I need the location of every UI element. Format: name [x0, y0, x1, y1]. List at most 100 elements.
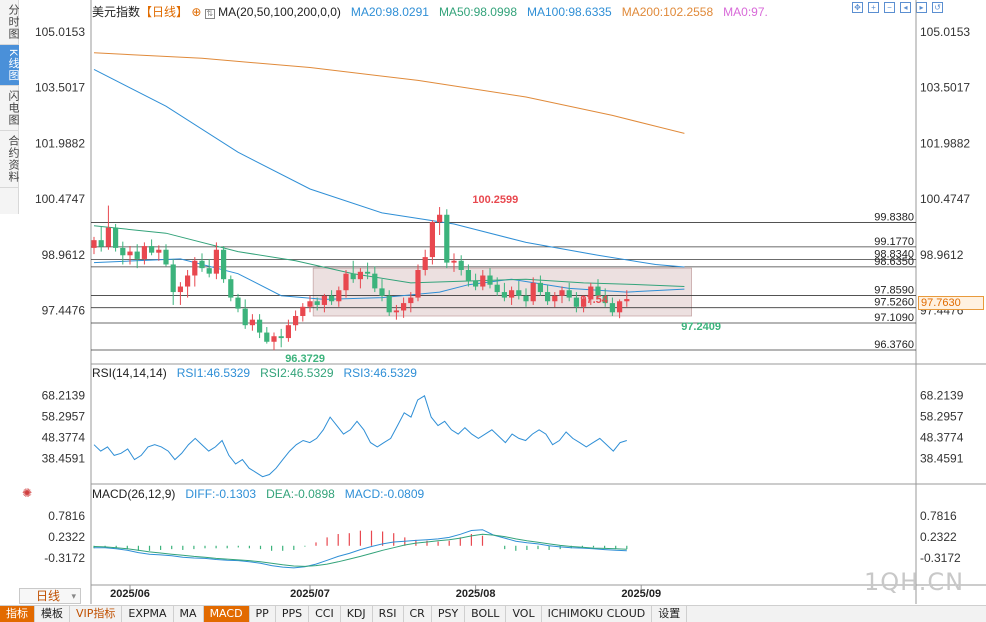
chart-toolbar: ✥ + − ◂ ▸ ↺	[852, 2, 943, 13]
candle-body-23	[257, 319, 263, 333]
indicator-tab-15[interactable]: ICHIMOKU CLOUD	[542, 606, 653, 622]
candle-body-68	[581, 299, 587, 307]
tab-flash-chart[interactable]: 闪电图	[0, 86, 19, 132]
price-tick-left-2: 101.9882	[35, 136, 85, 150]
indicator-tab-4[interactable]: MA	[174, 606, 204, 622]
indicator-tab-6[interactable]: PP	[250, 606, 276, 622]
rsi3-value: RSI3:46.5329	[343, 366, 417, 380]
macd-tick-right-0: 0.7816	[920, 509, 957, 523]
candle-body-39	[372, 273, 378, 289]
candle-body-21	[242, 308, 248, 326]
period-select-label: 日线	[36, 589, 61, 603]
watermark: 1QH.CN	[864, 568, 965, 596]
price-tick-right-4: 98.9612	[920, 248, 964, 262]
fullscreen-icon[interactable]: ✥	[852, 2, 863, 13]
candle-body-25	[271, 336, 277, 342]
annotation-0: 100.2599	[472, 194, 518, 206]
candle-body-10	[163, 249, 169, 265]
left-view-tabs: 分时图 K线图 闪电图 合约资料	[0, 0, 19, 214]
candle-body-12	[177, 286, 183, 293]
scroll-left-icon[interactable]: ◂	[900, 2, 911, 13]
level-label-3: 98.6350	[874, 256, 914, 268]
indicator-tab-0[interactable]: 指标	[0, 606, 35, 622]
candle-body-33	[329, 295, 335, 302]
crosshair-icon[interactable]: ⊕	[191, 5, 202, 19]
diff-value: DIFF:-0.1303	[185, 487, 257, 501]
ma20-value: MA20:98.0291	[350, 4, 429, 19]
candle-body-30	[307, 301, 313, 307]
indicator-tab-10[interactable]: RSI	[373, 606, 404, 622]
ma-settings-icon[interactable]: ⇅	[204, 9, 215, 19]
candle-body-47	[429, 222, 435, 258]
candle-body-74	[624, 299, 630, 302]
price-tick-right-0: 105.0153	[920, 25, 970, 39]
candle-body-5	[127, 251, 133, 256]
indicator-tab-11[interactable]: CR	[404, 606, 432, 622]
indicator-tab-1[interactable]: 模板	[35, 606, 70, 622]
tab-contract-info[interactable]: 合约资料	[0, 131, 19, 189]
price-tick-left-0: 105.0153	[35, 25, 85, 39]
ma-params: MA(20,50,100,200,0,0)	[218, 5, 341, 19]
candle-body-66	[566, 290, 572, 298]
candle-body-17	[213, 249, 219, 274]
candle-body-31	[314, 301, 320, 305]
indicator-bar: 指标 模板 VIP指标 EXPMA MA MACD PP PPS CCI KDJ RSI CR PSY B…	[0, 605, 986, 622]
x-tick-label-0: 2025/06	[110, 588, 150, 600]
chart-canvas[interactable]: 105.0153 105.0153 103.5017 103.5017 101.9882…	[0, 0, 986, 604]
indicator-tab-12[interactable]: PSY	[432, 606, 466, 622]
rsi-tick-right-2: 48.3774	[920, 431, 964, 445]
candle-body-44	[408, 297, 414, 304]
candle-body-63	[545, 292, 551, 302]
macd-settings-icon[interactable]: ✺	[22, 486, 33, 500]
level-label-4: 97.8590	[874, 284, 914, 296]
candle-body-45	[415, 269, 421, 298]
indicator-tab-14[interactable]: VOL	[506, 606, 542, 622]
rsi2-value: RSI2:46.5329	[260, 366, 334, 380]
zoom-out-icon[interactable]: −	[884, 2, 895, 13]
indicator-tab-16[interactable]: 设置	[652, 606, 688, 622]
macd-dea-line	[93, 533, 627, 567]
macd-tick-left-0: 0.7816	[48, 509, 85, 523]
candle-body-46	[422, 257, 428, 270]
tab-time-chart[interactable]: 分时图	[0, 0, 19, 45]
price-tick-left-3: 100.4747	[35, 192, 85, 206]
candle-body-26	[278, 336, 284, 339]
candle-body-3	[113, 227, 119, 248]
price-tick-right-1: 103.5017	[920, 81, 970, 95]
candle-body-18	[221, 249, 227, 280]
ma200-value: MA200:102.2558	[621, 4, 714, 19]
candle-body-57	[501, 292, 507, 298]
x-tick-label-1: 2025/07	[290, 588, 330, 600]
candle-body-53	[473, 281, 479, 287]
candle-body-40	[379, 288, 385, 296]
period-select[interactable]: 日线 ▾	[19, 588, 81, 604]
period-label[interactable]: 【日线】	[140, 5, 189, 19]
tab-k-line[interactable]: K线图	[0, 45, 19, 87]
candle-body-11	[170, 264, 176, 293]
candle-body-73	[617, 301, 623, 313]
candle-body-59	[516, 290, 522, 296]
candle-body-35	[343, 273, 349, 291]
macd-tick-right-2: -0.3172	[920, 551, 961, 565]
candle-body-65	[559, 290, 565, 296]
indicator-tab-8[interactable]: CCI	[309, 606, 341, 622]
indicator-tab-3[interactable]: EXPMA	[122, 606, 174, 622]
candle-body-64	[552, 295, 558, 302]
indicator-tab-7[interactable]: PPS	[276, 606, 310, 622]
indicator-tab-2[interactable]: VIP指标	[70, 606, 123, 622]
indicator-tab-9[interactable]: KDJ	[341, 606, 373, 622]
indicator-tab-5[interactable]: MACD	[203, 606, 250, 622]
macd-legend: MACD(26,12,9) DIFF:-0.1303 DEA:-0.0898 M…	[92, 487, 424, 501]
rsi-legend: RSI(14,14,14) RSI1:46.5329 RSI2:46.5329 …	[92, 366, 417, 380]
indicator-tab-13[interactable]: BOLL	[465, 606, 507, 622]
candle-body-28	[293, 315, 299, 326]
candle-body-56	[494, 284, 500, 293]
candle-body-38	[365, 271, 371, 274]
rsi-tick-left-0: 68.2139	[42, 388, 86, 402]
candle-body-51	[458, 260, 464, 270]
reset-icon[interactable]: ↺	[932, 2, 943, 13]
zoom-in-icon[interactable]: +	[868, 2, 879, 13]
candle-body-61	[530, 282, 536, 302]
rsi-tick-right-0: 68.2139	[920, 388, 964, 402]
ma50-value: MA50:98.0998	[438, 4, 517, 19]
